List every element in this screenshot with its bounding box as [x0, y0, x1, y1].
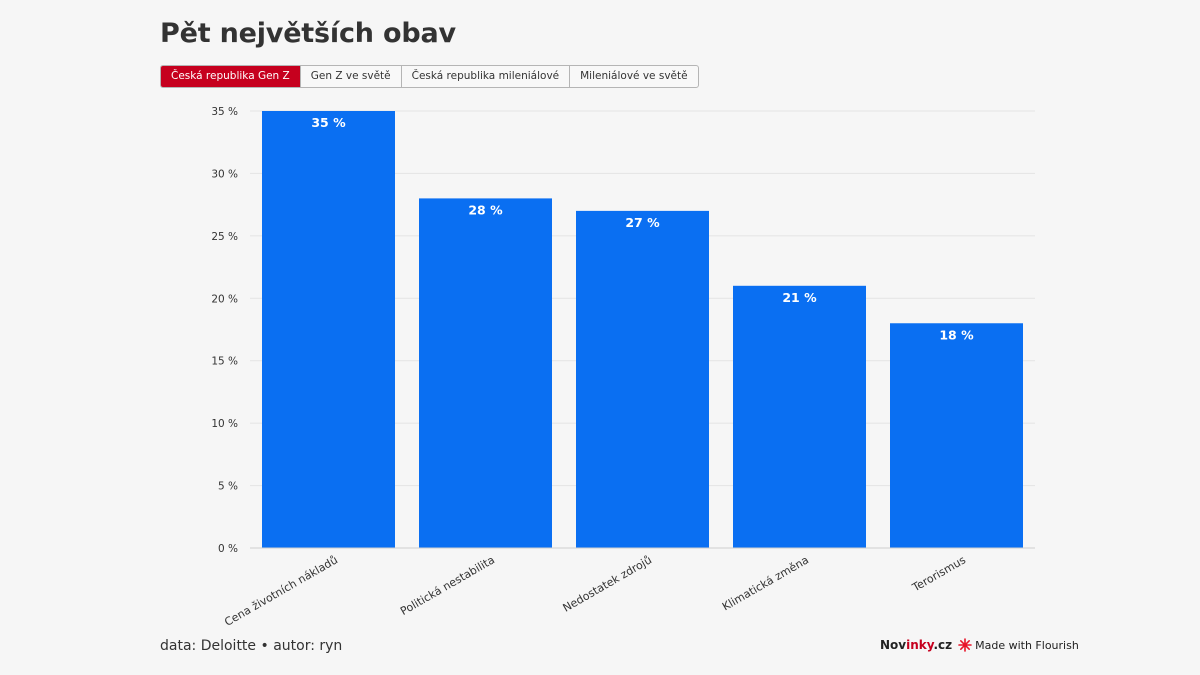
y-tick-label: 30 %: [211, 168, 238, 180]
data-label: 35 %: [311, 115, 346, 130]
novinky-logo[interactable]: Novinky.cz: [880, 638, 953, 652]
y-tick-label: 0 %: [218, 543, 238, 555]
bar: [262, 111, 395, 548]
tab-cz-millennials[interactable]: Česká republika mileniálové: [402, 66, 571, 87]
y-tick-label: 25 %: [211, 231, 238, 243]
tab-gen-z-world[interactable]: Gen Z ve světě: [301, 66, 402, 87]
bar: [419, 198, 552, 548]
y-tick-label: 5 %: [218, 481, 238, 493]
view-tabs: Česká republika Gen Z Gen Z ve světě Čes…: [160, 65, 699, 88]
bar: [890, 323, 1023, 548]
x-tick-label: Klimatická změna: [720, 553, 811, 613]
y-tick-label: 15 %: [211, 356, 238, 368]
flourish-icon: [958, 638, 972, 652]
data-label: 21 %: [782, 290, 817, 305]
tab-cz-gen-z[interactable]: Česká republika Gen Z: [161, 66, 301, 87]
data-label: 27 %: [625, 215, 660, 230]
flourish-link[interactable]: Made with Flourish: [958, 638, 1079, 652]
x-tick-label: Cena životních nákladů: [222, 553, 340, 628]
y-tick-label: 10 %: [211, 418, 238, 430]
data-label: 18 %: [939, 327, 974, 342]
x-tick-label: Nedostatek zdrojů: [561, 553, 654, 614]
tab-millennials-world[interactable]: Mileniálové ve světě: [580, 70, 688, 82]
chart-title: Pět největších obav: [160, 18, 456, 49]
brand-area: Novinky.cz Made with Flourish: [880, 638, 1079, 652]
data-label: 28 %: [468, 202, 503, 217]
x-tick-label: Terorismus: [909, 553, 968, 595]
bar: [576, 210, 709, 548]
x-tick-label: Politická nestabilita: [398, 553, 497, 618]
y-tick-label: 35 %: [211, 106, 238, 118]
data-source: data: Deloitte • autor: ryn: [160, 638, 343, 654]
bar: [733, 285, 866, 548]
y-tick-label: 20 %: [211, 293, 238, 305]
